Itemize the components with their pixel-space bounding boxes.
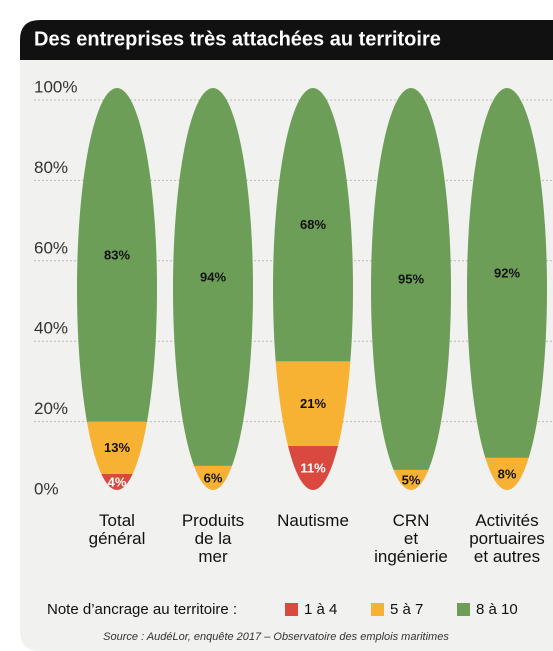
legend-swatch [285,603,298,616]
bar-segment [173,88,253,466]
data-label: 92% [494,265,520,280]
legend-label: 5 à 7 [390,601,423,618]
y-tick-label: 0% [34,479,59,498]
y-tick-label: 100% [34,77,77,96]
data-label: 83% [104,247,130,262]
data-label: 5% [402,472,421,487]
data-label: 94% [200,269,226,284]
x-tick-label: Nautisme [277,511,349,530]
legend-swatch [457,603,470,616]
x-tick-label: Produits de la mer [182,511,244,566]
x-tick-label: Activités portuaires et autres [469,511,545,566]
bar-segment [273,361,353,446]
legend-title: Note d’ancrage au territoire : [47,601,237,618]
data-label: 4% [108,474,127,489]
legend-label: 1 à 4 [304,601,337,618]
y-tick-label: 80% [34,158,68,177]
data-label: 13% [104,440,130,455]
data-label: 95% [398,271,424,286]
data-label: 8% [498,466,517,481]
data-label: 21% [300,396,326,411]
title-bar [20,20,553,60]
chart-title: Des entreprises très attachées au territ… [34,28,441,50]
data-label: 11% [300,460,326,475]
legend-swatch [371,603,384,616]
data-label: 68% [300,217,326,232]
y-tick-label: 60% [34,238,68,257]
x-tick-label: CRN et ingénierie [374,511,448,566]
bar-segment [371,88,451,470]
bar-segment [77,88,157,422]
x-tick-label: Total général [89,511,146,548]
legend-label: 8 à 10 [476,601,518,618]
source: Source : AudéLor, enquête 2017 – Observa… [103,631,449,643]
y-tick-label: 20% [34,399,68,418]
data-label: 6% [204,470,223,485]
bar-segment [467,88,547,458]
y-tick-label: 40% [34,319,68,338]
